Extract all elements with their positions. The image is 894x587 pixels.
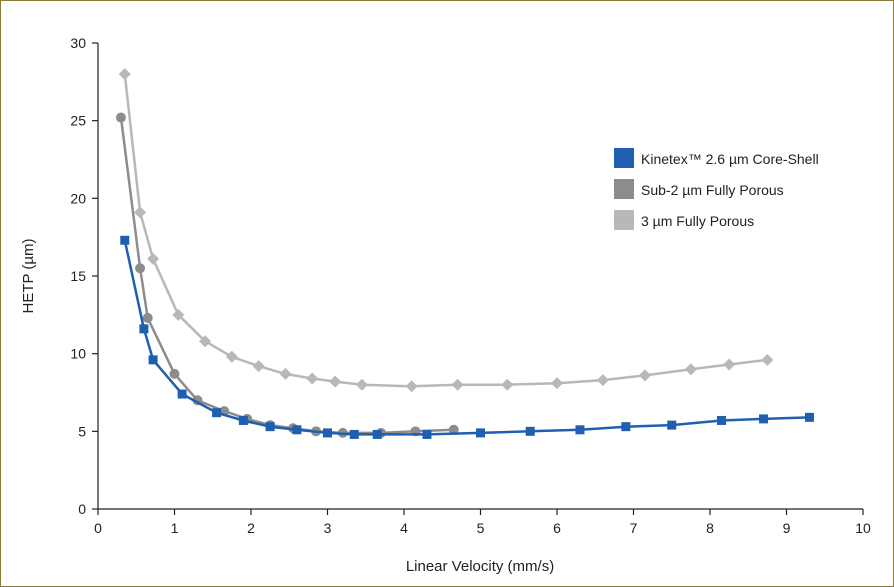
data-point [139,324,149,334]
data-point [501,378,514,391]
y-tick-label: 30 [70,35,86,51]
legend-label: Kinetex™ 2.6 µm Core-Shell [641,151,819,167]
data-point [476,428,485,438]
x-tick-label: 0 [94,520,102,536]
data-point [118,68,131,81]
data-point [596,374,609,387]
data-point [329,375,342,388]
data-point [716,415,726,425]
x-ticks: 0 1 2 3 4 5 6 7 8 9 10 [94,509,871,536]
y-tick-label: 5 [78,423,86,439]
x-tick-label: 2 [247,520,255,536]
data-point [684,363,697,376]
data-point [238,415,248,425]
x-tick-label: 1 [171,520,179,536]
y-tick-label: 25 [70,113,86,129]
y-tick-label: 0 [78,501,86,517]
data-point [761,353,774,366]
data-point [225,350,238,363]
data-point [448,424,459,435]
data-point [349,429,359,439]
y-tick-label: 15 [70,268,86,284]
y-tick-label: 20 [70,190,86,206]
legend-label: 3 µm Fully Porous [641,213,754,229]
x-axis-title: Linear Velocity (mm/s) [406,558,554,575]
data-point [323,428,332,438]
data-point [120,235,130,245]
data-point [212,408,222,418]
legend-swatch [614,148,634,168]
data-point [115,112,126,123]
data-point [422,429,432,439]
data-point [667,420,677,430]
x-tick-label: 6 [553,520,561,536]
data-point [759,414,769,424]
data-point [575,425,585,435]
legend-swatch [614,210,634,230]
data-point [551,377,563,390]
data-point [372,429,382,439]
x-tick-label: 7 [630,520,638,536]
legend-swatch [614,179,634,199]
x-tick-label: 4 [400,520,408,536]
data-point [169,368,180,379]
data-point [621,422,631,432]
data-point [134,206,147,219]
data-point [405,380,418,393]
x-tick-label: 8 [706,520,714,536]
data-point [804,412,814,422]
series-line [123,73,768,388]
x-tick-label: 3 [324,520,332,536]
series-layer [115,68,814,439]
y-tick-label: 10 [70,346,86,362]
data-point [252,360,265,373]
data-point [723,358,736,371]
x-tick-label: 10 [855,520,871,536]
series-2 [118,68,774,393]
y-ticks: 0 5 10 15 20 25 30 [70,35,98,517]
data-point [148,355,158,365]
data-point [525,426,535,436]
series-line [123,240,810,436]
data-point [135,263,146,274]
data-point [451,378,464,391]
data-point [147,252,160,265]
data-point [142,312,153,323]
data-point [355,378,368,391]
x-tick-label: 5 [477,520,485,536]
data-point [306,372,319,385]
data-point [292,425,302,435]
data-point [638,369,651,382]
data-point [199,335,212,348]
series-1 [115,112,459,438]
series-0 [120,235,814,439]
x-tick-label: 9 [783,520,791,536]
legend-label: Sub-2 µm Fully Porous [641,182,784,198]
data-point [172,308,185,321]
data-point [265,422,275,432]
axes [97,43,863,510]
y-axis-title: HETP (µm) [20,238,37,313]
data-point [177,389,187,399]
data-point [279,367,292,380]
legend: Kinetex™ 2.6 µm Core-Shell Sub-2 µm Fully… [614,148,819,230]
